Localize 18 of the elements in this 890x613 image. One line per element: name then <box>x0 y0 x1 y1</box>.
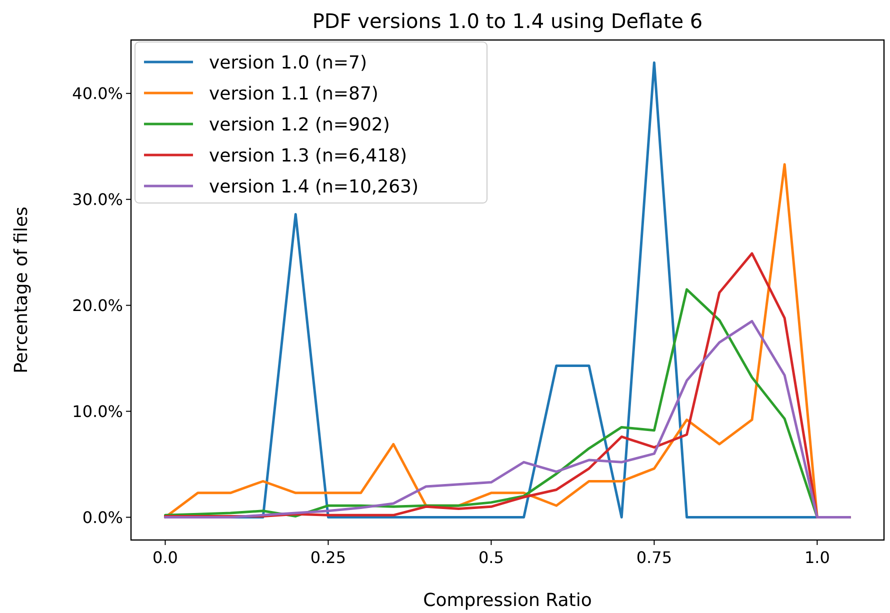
y-axis-title: Percentage of files <box>11 206 32 374</box>
y-tick-label: 30.0% <box>72 190 123 209</box>
legend-label: version 1.4 (n=10,263) <box>209 176 419 198</box>
x-axis-title: Compression Ratio <box>423 590 592 611</box>
x-tick-label: 0.5 <box>478 548 504 567</box>
x-tick-label: 0.75 <box>636 548 672 567</box>
legend-label: version 1.2 (n=902) <box>209 114 390 136</box>
x-tick-label: 0.0 <box>152 548 178 567</box>
y-tick-label: 10.0% <box>72 402 123 421</box>
legend-label: version 1.3 (n=6,418) <box>209 145 408 166</box>
y-tick-label: 0.0% <box>82 508 123 527</box>
legend-label: version 1.0 (n=7) <box>209 52 367 74</box>
x-tick-label: 1.0 <box>804 548 830 567</box>
x-tick-label: 0.25 <box>310 548 346 567</box>
chart-title: PDF versions 1.0 to 1.4 using Deflate 6 <box>312 9 703 33</box>
legend-label: version 1.1 (n=87) <box>209 83 378 104</box>
y-tick-label: 40.0% <box>72 84 123 104</box>
y-tick-label: 20.0% <box>72 296 123 315</box>
